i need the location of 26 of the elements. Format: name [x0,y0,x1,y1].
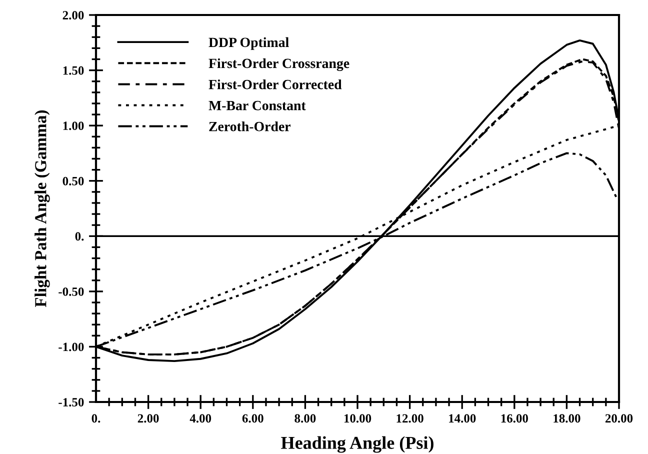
y-tick-label: -0.50 [58,287,84,296]
y-tick-label: 2.00 [62,11,84,20]
y-tick-label: 1.00 [63,122,84,130]
x-axis-title: Heading Angle (Psi) [281,436,434,453]
y-axis-title: Flight Path Angle (Gamma) [34,110,50,308]
x-tick-label: 16.00 [501,414,528,423]
x-tick-label: 12.00 [396,414,424,423]
legend-label: DDP Optimal [208,37,289,50]
x-tick-label: 6.00 [242,414,264,423]
x-tick-label: 10.00 [344,414,372,423]
y-tick-label: 1.50 [63,66,84,75]
x-tick-label: 14.00 [449,414,476,423]
legend-label: First-Order Crossrange [208,58,350,72]
legend-label: First-Order Corrected [208,79,342,90]
legend-label: Zeroth-Order [209,121,290,132]
y-tick-label: 0.50 [62,176,84,186]
y-tick-label: -1.00 [58,342,84,352]
y-tick-label: -1.50 [58,398,84,407]
legend-label: M-Bar Constant [208,100,306,110]
y-tick-label: 0. [75,232,84,241]
x-tick-label: 4.00 [190,414,212,423]
x-tick-label: 18.00 [554,414,580,423]
x-tick-label: 0. [92,414,100,423]
x-tick-label: 2.00 [138,414,159,423]
x-tick-label: 8.00 [294,414,316,423]
x-tick-label: 20.00 [605,414,633,423]
